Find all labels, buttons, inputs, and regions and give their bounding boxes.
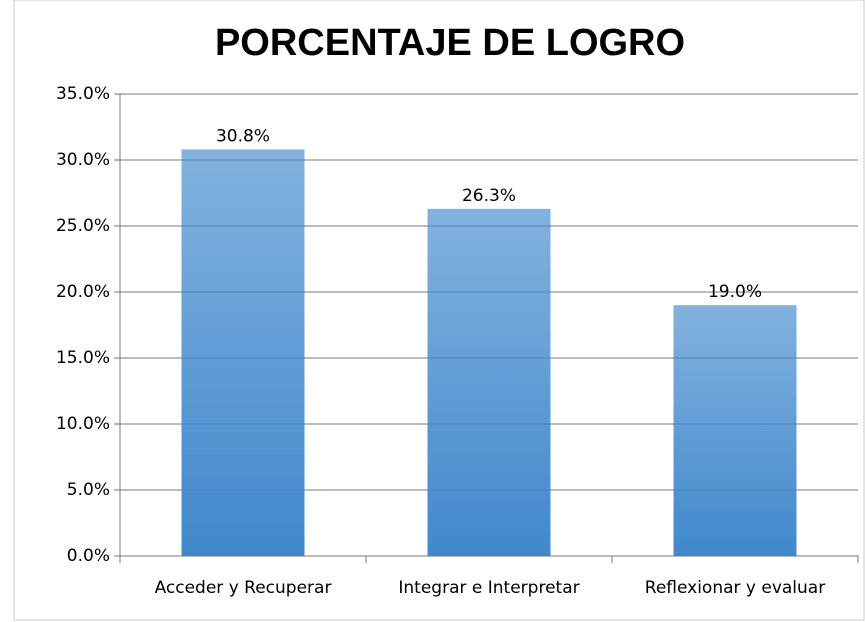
y-tick-label: 35.0% bbox=[56, 84, 110, 104]
frame bbox=[13, 0, 865, 621]
x-tick-label: Integrar e Interpretar bbox=[398, 578, 579, 598]
y-tick-label: 5.0% bbox=[67, 480, 110, 500]
y-tick-label: 15.0% bbox=[56, 348, 110, 368]
data-label: 19.0% bbox=[708, 282, 762, 302]
x-tick-label: Acceder y Recuperar bbox=[155, 578, 332, 598]
data-label: 26.3% bbox=[462, 186, 516, 206]
y-tick-label: 30.0% bbox=[56, 150, 110, 170]
y-tick-label: 20.0% bbox=[56, 282, 110, 302]
y-tick-label: 0.0% bbox=[67, 546, 110, 566]
bar bbox=[673, 305, 797, 556]
data-label: 30.8% bbox=[216, 126, 270, 146]
bar bbox=[427, 208, 551, 556]
y-tick-label: 10.0% bbox=[56, 414, 110, 434]
bar bbox=[181, 149, 305, 556]
x-tick-label: Reflexionar y evaluar bbox=[645, 578, 825, 598]
y-tick-label: 25.0% bbox=[56, 216, 110, 236]
chart-title: PORCENTAJE DE LOGRO bbox=[215, 22, 685, 64]
